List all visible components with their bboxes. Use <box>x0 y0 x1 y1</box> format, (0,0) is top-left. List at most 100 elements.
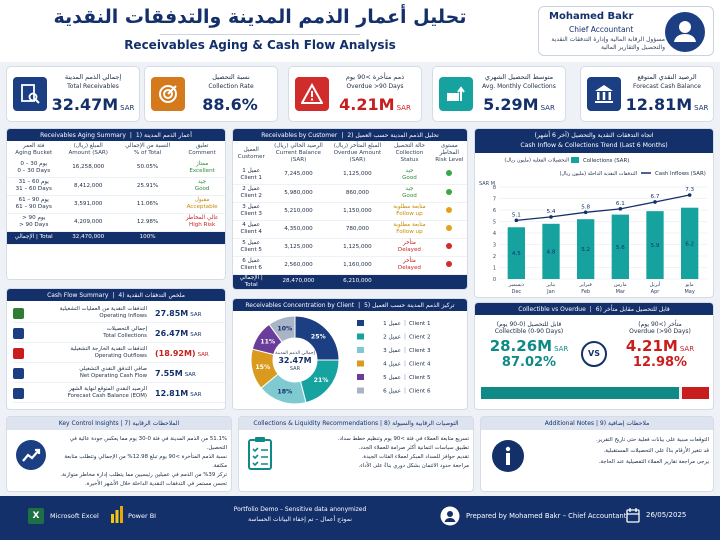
customer-overdue: 1,150,000 <box>327 202 388 221</box>
customers-col-header: المبلغ المتأخر (ريال) Overdue Amount (SAR… <box>333 143 382 163</box>
x-tick-label: Mar <box>616 289 626 295</box>
balance-icon <box>13 368 24 379</box>
kpi-value: 32.47M SAR <box>51 95 135 114</box>
title-english: Receivables Aging & Cash Flow Analysis <box>124 38 396 52</box>
table-row: > 90 يوم > 90 Days 4,209,000 12.98% عالي … <box>7 213 225 232</box>
aging-header: Receivables Aging Summary | 1) أعمار الذمم… <box>7 129 225 141</box>
concentration-title-ar: 5) تركيز الذمم المدينة حسب العميل <box>364 301 455 309</box>
bar-collections <box>542 223 560 279</box>
header: تحليل أعمار الذمم المدينة والتدفقات النق… <box>0 0 720 62</box>
customer-overdue: 1,125,000 <box>327 166 388 185</box>
trend-panel: اتجاه التدفقات النقدية والتحصيل (آخر 6 أ… <box>474 128 714 298</box>
kpi-value: 88.6% <box>202 95 258 114</box>
overdue-percent: 12.98% <box>632 355 688 370</box>
aging-percent: 50.05% <box>116 159 180 178</box>
kpi-label-ar: نسبة التحصيل <box>212 73 250 81</box>
cashflow-label: الرصيد النقدي المتوقع لنهاية الشهر Foreca… <box>67 386 147 399</box>
footer-disclaimer-ar: نموذج أعمال – تم إخفاء البيانات الحساسة <box>248 516 352 523</box>
list-item: 51.1% من الذمم المدينة في فئة 0-30 يوم م… <box>69 436 227 451</box>
wallet-icon <box>13 328 24 339</box>
title-arabic: تحليل أعمار الذمم المدينة والتدفقات النق… <box>53 6 467 28</box>
risk-indicator <box>431 220 467 239</box>
donut-center-unit: SAR <box>290 366 301 372</box>
bar-data-label: 5.6 <box>616 245 625 251</box>
trend-title-en: Cash Inflow & Collections Trend (Last 6 … <box>520 142 668 149</box>
line-inflows <box>516 194 690 221</box>
total-row: الإجمالي | Total 28,470,000 6,210,000 <box>233 274 467 289</box>
list-item: قد تتغير الأرقام بناءً على التحصيلات الم… <box>603 448 709 454</box>
customer-status: جيد Good <box>387 166 432 185</box>
bar-collections <box>646 211 664 279</box>
customers-col-header: العميل Customer <box>237 146 265 160</box>
y-axis-unit: SAR M <box>479 181 495 187</box>
x-tick-label: Apr <box>651 289 661 295</box>
customer-status: متابعة مطلوبة Follow up <box>387 220 432 239</box>
point-inflows <box>549 215 553 219</box>
user-icon <box>674 21 696 42</box>
kpi-card: إجمالي الذمم المدينة Total Receivables 3… <box>6 66 140 122</box>
profile-name: Mohamed Bakr <box>549 11 634 22</box>
slice-label: 15% <box>255 364 270 371</box>
overdue-label-en: Overdue (>90 Days) <box>629 328 691 335</box>
y-tick-label: 6 <box>493 208 496 214</box>
y-tick-label: 7 <box>493 197 496 203</box>
cashflow-value: 27.85M SAR <box>155 309 202 318</box>
customers-col-header: مستوى المخاطر Risk Level <box>435 143 464 163</box>
kpi-card: الرصيد النقدي المتوقع Forecast Cash Bala… <box>580 66 714 122</box>
customer-status: متأخر Delayed <box>387 256 432 275</box>
customer-name: عميل 1 Client 1 <box>233 166 270 185</box>
slice-label: 21% <box>314 377 329 384</box>
customers-panel: Receivables by Customer | 2) تحليل الذمم ا… <box>232 128 468 290</box>
customer-balance: 3,125,000 <box>269 238 328 257</box>
cashflow-label: صافي التدفق النقدي التشغيلي Net Operating… <box>79 366 147 379</box>
list-item: يرجى مراجعة تقارير العملاء التفصيلية عند… <box>598 459 709 465</box>
aging-col-header: المبلغ (ريال) Amount (SAR) <box>68 143 108 156</box>
customer-balance: 5,210,000 <box>269 202 328 221</box>
kpi-label-en: Total Receivables <box>67 83 119 90</box>
cashflow-label: التدفقات النقدية من العمليات التشغيلية Op… <box>59 306 147 319</box>
legend-label: Client 4 <box>409 362 431 368</box>
insights-list: 51.1% من الذمم المدينة في فئة 0-30 يوم م… <box>51 435 227 489</box>
recommendations-card: Collections & Liquidity Recommendations … <box>238 416 474 492</box>
x-tick-label-ar: ديسمبر <box>508 282 524 288</box>
legend-label-ar: عميل 5 <box>383 375 401 381</box>
cashflow-value: 12.81M SAR <box>155 389 202 398</box>
aging-bucket: 31 – 60 يوم 31 – 60 Days <box>7 177 61 196</box>
customer-balance: 4,350,000 <box>269 220 328 239</box>
kpi-label-en: Avg. Monthly Collections <box>482 83 556 90</box>
collectible-label-en: Collectible (0-90 Days) <box>494 328 564 335</box>
aging-col-header: تعليق Comment <box>188 143 216 156</box>
bar-data-label: 6.2 <box>685 241 694 247</box>
legend-label-ar: عميل 4 <box>383 362 401 368</box>
bank-icon <box>13 388 24 399</box>
legend-label-collections: Collections (SAR) <box>583 158 629 164</box>
slice-label: 11% <box>260 338 275 345</box>
list-item: تقديم حوافز للسداد المبكر لعملاء الفئات … <box>361 454 469 460</box>
title-divider <box>160 34 360 35</box>
overdue-block: متأخر (>90 يوم) Overdue (>90 Days) 4.21M… <box>611 321 709 370</box>
customer-overdue: 1,160,000 <box>327 256 388 275</box>
x-tick-label-ar: مايو <box>685 282 694 288</box>
legend-label-ar: عميل 6 <box>383 389 401 395</box>
collectible-bar <box>481 387 680 399</box>
aging-comment: مقبول Acceptable <box>179 195 225 214</box>
customers-title-en: Receivables by Customer <box>261 131 338 139</box>
aging-table: فئة العمر Aging Bucket المبلغ (ريال) Amount… <box>7 141 225 245</box>
aging-col-header: فئة العمر Aging Bucket <box>15 143 53 156</box>
customer-overdue: 1,125,000 <box>327 238 388 257</box>
list-item: تطبيق سياسات ائتمانية أكثر صرامة للعملاء… <box>358 445 469 451</box>
x-tick-label: May <box>684 289 694 295</box>
target-icon <box>151 77 185 111</box>
collectible-panel: Collectible vs Overdue | 6) قابل للتحصيل م… <box>474 302 714 410</box>
total-row: الإجمالي | Total 32,470,000 100% <box>7 231 225 245</box>
aging-percent: 11.06% <box>116 195 180 214</box>
aging-amount: 8,412,000 <box>60 177 116 196</box>
overdue-bar <box>681 387 709 399</box>
concentration-chart: 25% 21% 18% 15% 11%10% إجمالي الذمم المدينة32… <box>250 315 431 405</box>
table-row: عميل 2 Client 2 5,980,000 860,000 جيد Good <box>233 184 467 203</box>
aging-title-en: Receivables Aging Summary <box>40 131 126 139</box>
kpi-label-ar: الرصيد النقدي المتوقع <box>637 73 697 81</box>
split-bar <box>481 387 709 399</box>
cash-growth-icon <box>439 77 473 111</box>
cashflow-panel: Cash Flow Summary | 4) ملخص التدفقات النقد… <box>6 288 226 410</box>
